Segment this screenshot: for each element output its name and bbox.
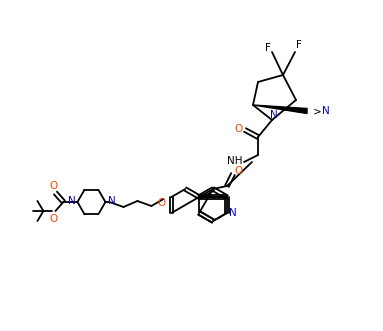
Polygon shape [253, 105, 307, 114]
Text: N: N [270, 110, 278, 120]
Text: O: O [157, 198, 165, 208]
Text: F: F [265, 43, 271, 53]
Text: O: O [49, 181, 57, 191]
Text: N: N [108, 196, 115, 206]
Text: N: N [322, 106, 330, 116]
Text: O: O [234, 166, 242, 176]
Text: O: O [49, 214, 57, 224]
Text: O: O [234, 124, 242, 134]
Text: NH: NH [227, 156, 243, 166]
Text: >: > [313, 106, 322, 116]
Text: N: N [67, 196, 75, 206]
Text: F: F [296, 40, 302, 50]
Text: N: N [229, 208, 237, 218]
